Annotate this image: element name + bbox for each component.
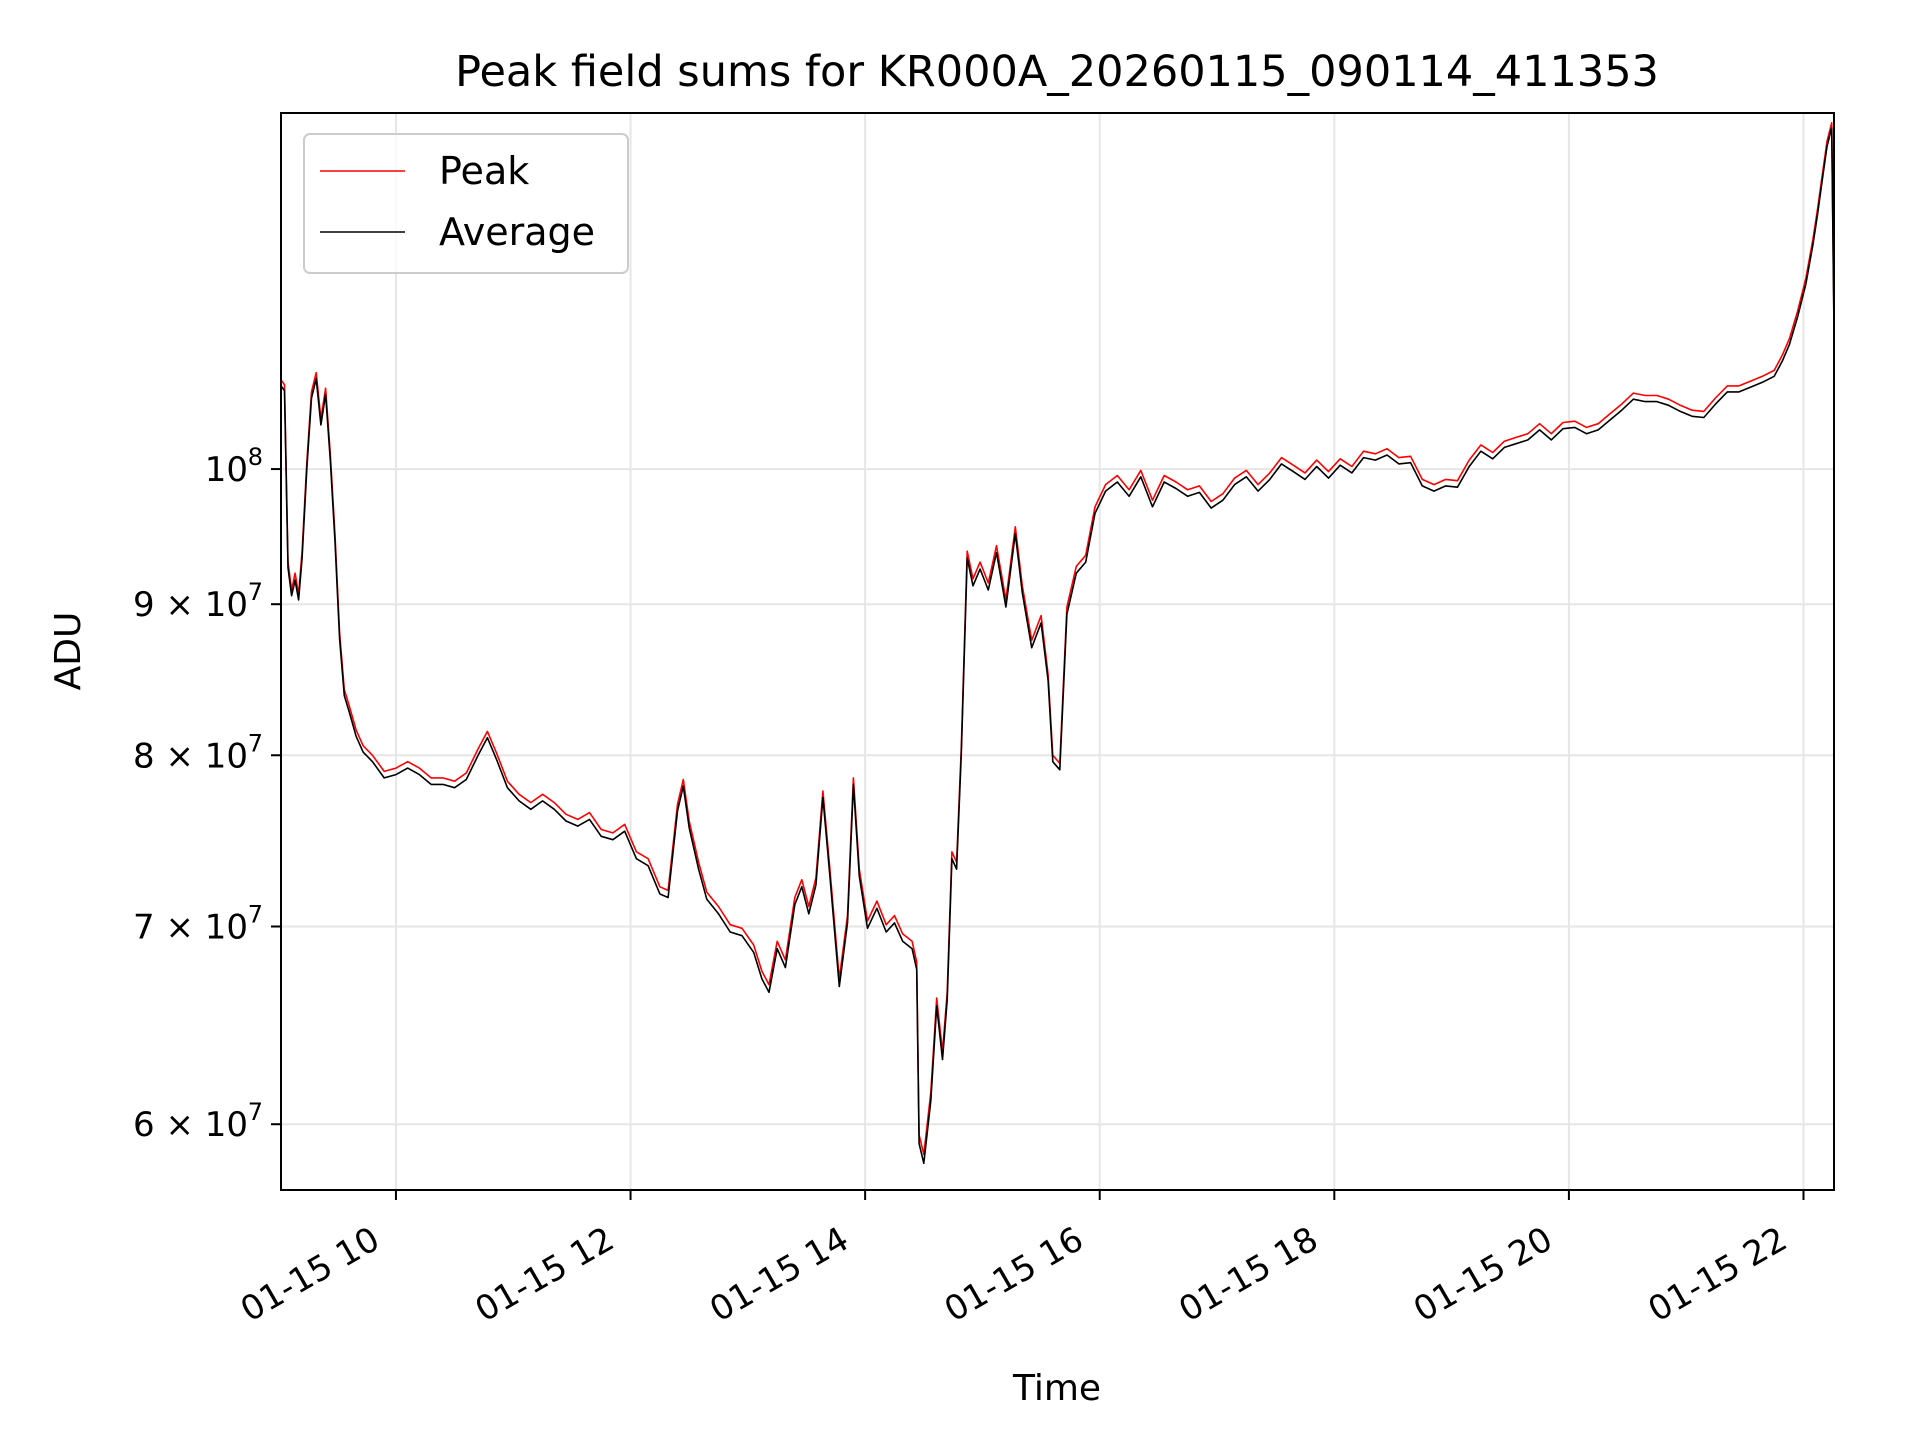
y-tick-label: 10 xyxy=(205,450,248,490)
y-tick-exponent: 8 xyxy=(248,443,263,471)
y-tick-label: 7 × 10 xyxy=(133,908,248,948)
y-tick-exponent: 7 xyxy=(248,729,263,757)
grid-lines xyxy=(281,113,1834,1190)
x-axis-label: Time xyxy=(1012,1368,1101,1409)
legend-label-peak: Peak xyxy=(439,149,529,193)
y-tick-label: 9 × 10 xyxy=(133,585,248,625)
series-lines xyxy=(280,122,1835,1165)
y-tick-exponent: 7 xyxy=(248,1098,263,1126)
legend: Peak Average xyxy=(303,133,629,274)
plot-frame xyxy=(280,112,1835,1191)
legend-frame xyxy=(303,133,629,274)
y-tick-label: 8 × 10 xyxy=(133,736,248,776)
y-tick-exponent: 7 xyxy=(248,578,263,606)
series-line-average xyxy=(280,126,1835,1165)
y-tick-exponent: 7 xyxy=(248,901,263,929)
y-axis-label: ADU xyxy=(48,612,89,691)
y-tick-label: 6 × 10 xyxy=(133,1105,248,1145)
chart-title: Peak field sums for KR000A_20260115_0901… xyxy=(455,47,1659,97)
legend-label-average: Average xyxy=(439,210,595,254)
